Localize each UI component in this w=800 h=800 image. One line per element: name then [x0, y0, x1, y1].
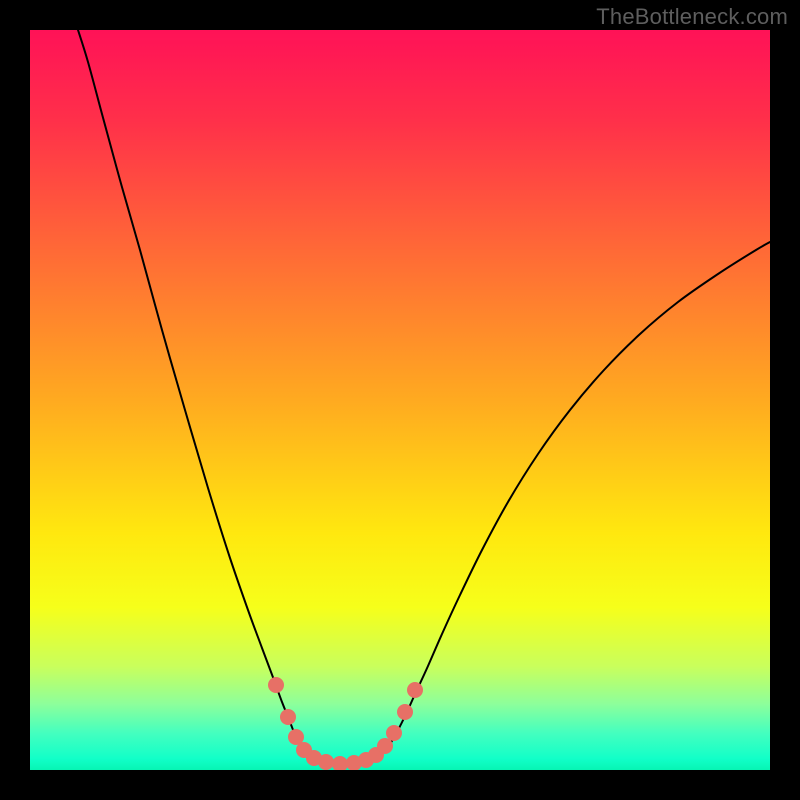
plot-area	[30, 30, 770, 770]
highlight-dot	[407, 682, 423, 698]
highlight-dot	[377, 738, 393, 754]
watermark-text: TheBottleneck.com	[596, 4, 788, 30]
bottleneck-curve	[78, 30, 770, 765]
chart-page: TheBottleneck.com	[0, 0, 800, 800]
highlight-dot	[386, 725, 402, 741]
highlight-dots	[268, 677, 423, 770]
highlight-dot	[280, 709, 296, 725]
highlight-dot	[268, 677, 284, 693]
highlight-dot	[332, 756, 348, 770]
highlight-dot	[318, 754, 334, 770]
curve-layer	[30, 30, 770, 770]
highlight-dot	[397, 704, 413, 720]
